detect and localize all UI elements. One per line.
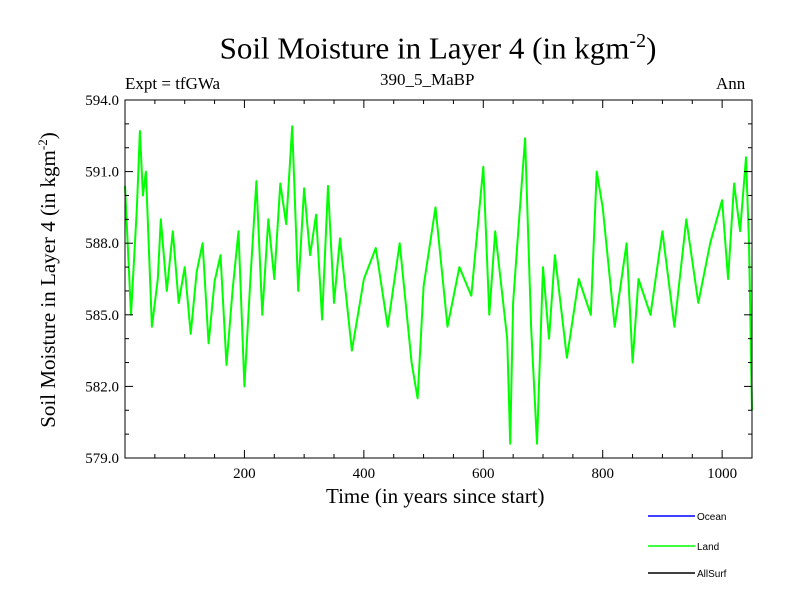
series-line-land xyxy=(124,125,753,445)
x-tick-label: 400 xyxy=(353,466,376,482)
y-tick-label: 582.0 xyxy=(85,379,119,395)
y-tick-label: 585.0 xyxy=(85,308,119,324)
subtitle-left: Expt = tfGWa xyxy=(125,74,221,93)
y-tick-label: 591.0 xyxy=(85,165,119,181)
plot-frame xyxy=(124,99,753,459)
legend-label-allsurf: AllSurf xyxy=(697,569,727,580)
x-tick-label: 200 xyxy=(233,466,256,482)
x-tick-label: 800 xyxy=(591,466,614,482)
x-tick-label: 1000 xyxy=(707,466,737,482)
subtitle-center: 390_5_MaBP xyxy=(380,70,475,89)
x-tick-label: 600 xyxy=(472,466,495,482)
legend-label-land: Land xyxy=(697,542,719,553)
subtitle-right: Ann xyxy=(716,74,746,93)
y-tick-label: 594.0 xyxy=(85,93,119,109)
legend-label-ocean: Ocean xyxy=(697,512,726,523)
x-axis-label: Time (in years since start) xyxy=(326,484,545,508)
chart-title: Soil Moisture in Layer 4 (in kgm-2) xyxy=(219,30,657,66)
y-tick-label: 579.0 xyxy=(85,451,119,467)
y-tick-label: 588.0 xyxy=(85,236,119,252)
